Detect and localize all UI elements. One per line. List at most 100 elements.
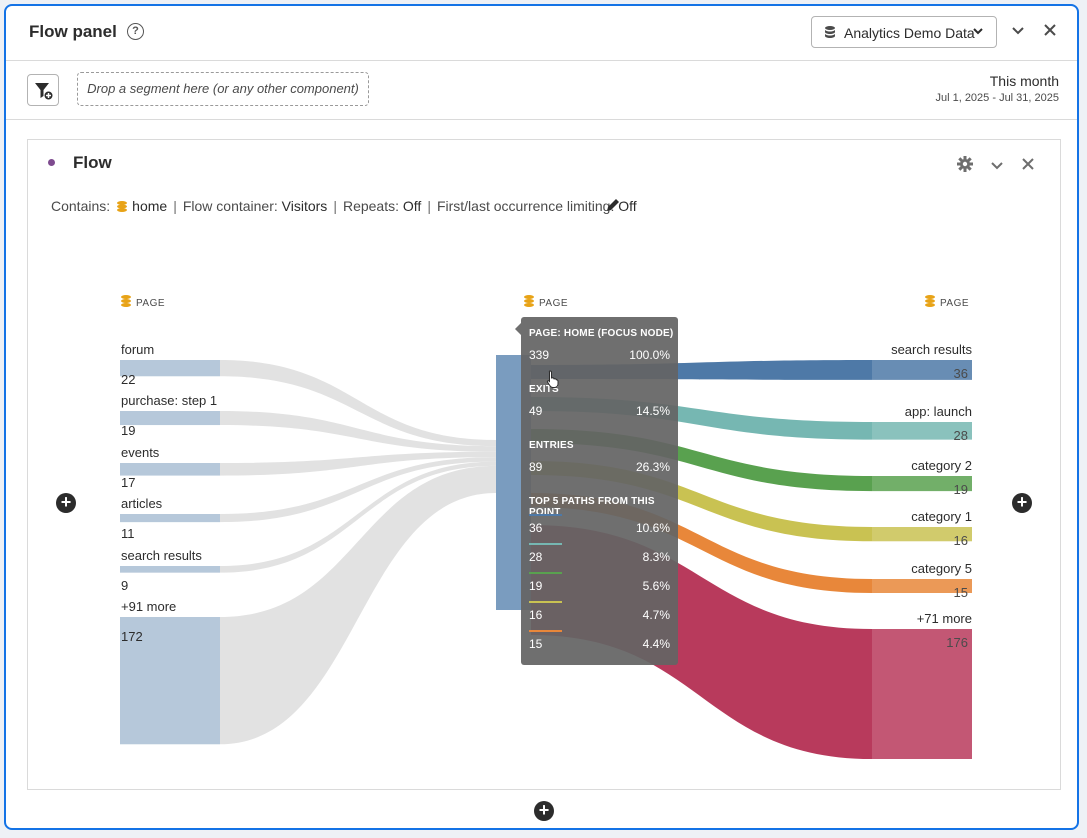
flow-link-in	[220, 461, 496, 573]
tooltip-paths-header: TOP 5 PATHS FROM THIS POINT	[529, 496, 655, 518]
contains-label: Contains:	[51, 198, 111, 214]
right-node-value: 176	[946, 635, 968, 650]
path-pct: 4.7%	[642, 608, 670, 622]
right-node-value: 19	[954, 482, 968, 497]
flow-panel: Flow panel ? Analytics Demo Data Drop a …	[4, 4, 1079, 830]
right-node-label: category 1	[911, 509, 972, 524]
right-node-label: +71 more	[917, 611, 972, 626]
collapse-panel-icon[interactable]	[1011, 24, 1025, 38]
dimension-icon	[524, 295, 534, 307]
tooltip-focus-pct: 100.0%	[629, 348, 670, 362]
dimension-icon	[121, 295, 131, 307]
path-swatch-4	[529, 601, 562, 603]
tooltip-entries-count: 89	[529, 460, 543, 474]
data-source-dropdown[interactable]: Analytics Demo Data	[811, 16, 997, 48]
left-node-label: search results	[121, 548, 202, 563]
add-column-left-button[interactable]: +	[56, 493, 76, 513]
right-node-label: category 5	[911, 561, 972, 576]
path-pct: 4.4%	[642, 637, 670, 651]
left-node-bar	[120, 514, 220, 523]
column-header: PAGE	[940, 298, 969, 309]
left-node-bar	[120, 617, 220, 745]
collapse-viz-icon[interactable]	[990, 159, 1004, 173]
viz-color-dot	[48, 159, 55, 166]
tooltip-focus-header: PAGE: HOME (FOCUS NODE)	[529, 328, 674, 339]
left-node-bar	[120, 360, 220, 377]
tooltip-path-row: 28 8.3%	[529, 550, 670, 564]
flow-link-in	[220, 465, 496, 745]
segment-dropzone[interactable]: Drop a segment here (or any other compon…	[77, 72, 369, 106]
tooltip-path-row: 19 5.6%	[529, 579, 670, 593]
flow-settings-summary: Contains: home | Flow container: Visitors | R…	[51, 198, 637, 214]
limiting-label: First/last occurrence limiting:	[436, 198, 615, 214]
column-header: PAGE	[136, 298, 165, 309]
chevron-down-icon	[973, 28, 983, 35]
focus-node-tooltip: PAGE: HOME (FOCUS NODE) 339 100.0% EXITS …	[515, 317, 678, 665]
gear-icon[interactable]	[957, 156, 973, 172]
right-node-label: category 2	[911, 458, 972, 473]
tooltip-entries-row: 89 26.3%	[529, 460, 670, 474]
flow-link-out	[531, 493, 872, 593]
tooltip-exits-row: 49 14.5%	[529, 404, 670, 418]
dimension-icon	[925, 295, 935, 307]
tooltip-exits-pct: 14.5%	[635, 404, 670, 418]
container-value: Visitors	[281, 198, 328, 214]
left-node-value: 22	[121, 372, 135, 387]
right-node-bar	[872, 527, 972, 542]
add-visualization-button[interactable]: +	[534, 801, 554, 821]
close-viz-icon[interactable]	[1021, 157, 1035, 171]
repeats-value: Off	[402, 198, 422, 214]
viz-title: Flow	[73, 153, 112, 172]
left-node-bar	[120, 411, 220, 426]
repeats-label: Repeats:	[342, 198, 399, 214]
tooltip-path-row: 36 10.6%	[529, 521, 670, 535]
flow-link-in	[220, 411, 496, 452]
path-count: 15	[529, 637, 543, 651]
panel-header: Flow panel ? Analytics Demo Data	[6, 6, 1077, 61]
date-label: This month	[989, 73, 1059, 89]
close-panel-icon[interactable]	[1043, 23, 1057, 37]
right-node-bar	[872, 579, 972, 593]
tooltip-focus-row: 339 100.0%	[529, 348, 670, 362]
column-header: PAGE	[539, 298, 568, 309]
path-pct: 8.3%	[642, 550, 670, 564]
left-node-label: purchase: step 1	[121, 393, 217, 408]
path-count: 19	[529, 579, 543, 593]
left-node-value: 11	[121, 526, 135, 541]
path-swatch-1	[529, 514, 562, 516]
right-node-value: 16	[954, 533, 968, 548]
left-node-label: +91 more	[121, 599, 176, 614]
left-node-value: 19	[121, 423, 135, 438]
contains-value[interactable]: home	[132, 198, 168, 214]
path-swatch-5	[529, 630, 562, 632]
path-count: 16	[529, 608, 543, 622]
path-swatch-2	[529, 543, 562, 545]
right-node-label: app: launch	[905, 404, 972, 419]
dimension-icon	[117, 201, 128, 212]
tooltip-path-row: 16 4.7%	[529, 608, 670, 622]
right-node-value: 28	[954, 428, 968, 443]
path-pct: 5.6%	[642, 579, 670, 593]
date-range-picker[interactable]: This month Jul 1, 2025 - Jul 31, 2025	[935, 73, 1059, 104]
left-node-bar	[120, 463, 220, 476]
flow-link-in	[220, 457, 496, 523]
path-swatch-3	[529, 572, 562, 574]
filter-add-icon	[35, 83, 54, 101]
database-icon	[825, 26, 835, 38]
help-icon[interactable]: ?	[127, 23, 144, 40]
edit-pencil-icon[interactable]	[605, 197, 621, 213]
tooltip-exits-count: 49	[529, 404, 543, 418]
left-node-label: articles	[121, 496, 163, 511]
left-node-bar	[120, 566, 220, 573]
data-source-label: Analytics Demo Data	[844, 25, 975, 41]
tooltip-path-row: 15 4.4%	[529, 637, 670, 651]
path-count: 28	[529, 550, 543, 564]
add-column-right-button[interactable]: +	[1012, 493, 1032, 513]
date-range: Jul 1, 2025 - Jul 31, 2025	[935, 92, 1059, 104]
mouse-cursor-icon	[546, 370, 559, 388]
add-segment-button[interactable]	[27, 74, 59, 106]
flow-link-in	[220, 451, 496, 476]
tooltip-entries-header: ENTRIES	[529, 440, 574, 451]
path-count: 36	[529, 521, 543, 535]
right-node-label: search results	[891, 342, 972, 357]
